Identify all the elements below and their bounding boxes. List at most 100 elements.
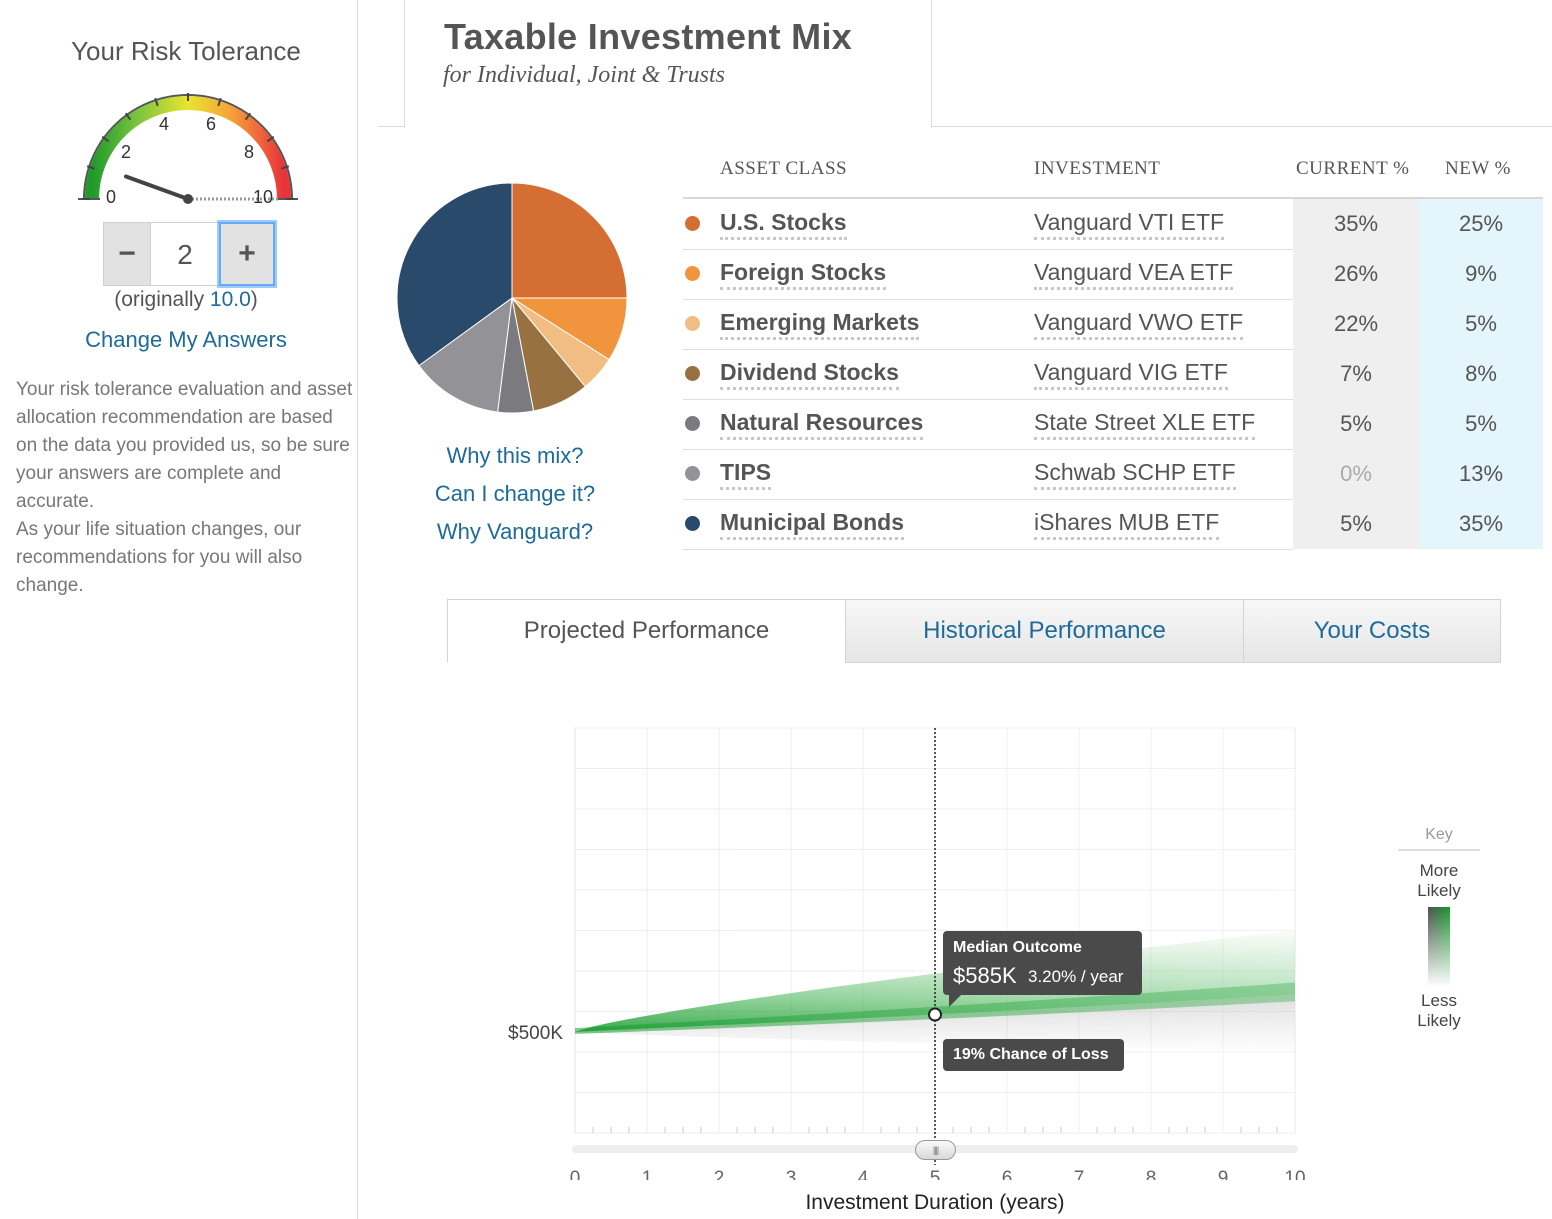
- gauge-tick-label: 8: [244, 142, 254, 162]
- new-percent: 8%: [1419, 349, 1543, 399]
- row-divider: [683, 349, 1293, 350]
- gauge-pivot: [183, 194, 193, 204]
- row-divider: [683, 499, 1293, 500]
- investment-name[interactable]: Vanguard VTI ETF: [1034, 209, 1225, 240]
- original-risk-value: 10.0: [209, 288, 251, 311]
- current-percent: 35%: [1293, 199, 1419, 249]
- asset-class-name[interactable]: Municipal Bonds: [720, 509, 904, 540]
- current-percent: 22%: [1293, 299, 1419, 349]
- row-divider: [683, 249, 1293, 250]
- table-row: Foreign Stocks Vanguard VEA ETF 26% 9%: [683, 249, 1543, 300]
- x-tick-label: 3: [786, 1168, 797, 1180]
- tab-historical-performance[interactable]: Historical Performance: [845, 599, 1244, 663]
- page-subtitle: for Individual, Joint & Trusts: [443, 62, 726, 88]
- gauge-tick-label: 2: [121, 142, 131, 162]
- pie-slice: [511, 182, 628, 299]
- investment-name[interactable]: Vanguard VIG ETF: [1034, 359, 1228, 390]
- header-tab: [404, 0, 932, 128]
- tab-projected-performance[interactable]: Projected Performance: [447, 599, 846, 663]
- investment-name[interactable]: State Street XLE ETF: [1034, 409, 1256, 440]
- tab-your-costs[interactable]: Your Costs: [1243, 599, 1501, 663]
- asset-color-dot: [685, 516, 700, 531]
- year-scrubber-handle[interactable]: ||||: [915, 1140, 956, 1160]
- gauge-needle: [123, 174, 190, 201]
- asset-color-dot: [685, 466, 700, 481]
- decrease-risk-button[interactable]: −: [103, 222, 151, 286]
- header-rule: [683, 197, 1543, 199]
- new-percent: 25%: [1419, 199, 1543, 249]
- x-tick-label: 7: [1074, 1168, 1085, 1180]
- risk-value[interactable]: 2: [151, 222, 219, 286]
- header-asset-class: ASSET CLASS: [720, 158, 848, 179]
- x-tick-label: 0: [570, 1168, 581, 1180]
- asset-color-dot: [685, 216, 700, 231]
- current-percent: 5%: [1293, 399, 1419, 449]
- projection-chart: $2.0M$1.8M$1.6M$1.4M$1.2M$1.0M$800K$600K…: [508, 727, 1306, 1180]
- original-risk-prefix: (originally: [114, 288, 210, 311]
- median-outcome-marker: [928, 1007, 942, 1022]
- median-outcome-title: Median Outcome: [953, 939, 1082, 956]
- gauge-tick-label: 4: [159, 114, 169, 134]
- gauge-tick: [244, 112, 252, 121]
- gauge-tick: [101, 135, 110, 143]
- increase-risk-button[interactable]: +: [217, 220, 277, 288]
- new-percent: 13%: [1419, 449, 1543, 499]
- investment-name[interactable]: Vanguard VEA ETF: [1034, 259, 1234, 290]
- asset-class-name[interactable]: Foreign Stocks: [720, 259, 887, 290]
- gauge-tick-label: 10: [253, 187, 273, 207]
- gauge-tick: [217, 97, 222, 107]
- tooltip-pointer: [949, 993, 963, 1007]
- risk-description: Your risk tolerance evaluation and asset…: [16, 379, 353, 596]
- risk-panel: Your Risk Tolerance 0 2 4 6 8 10 − 2 + (origi…: [0, 0, 358, 1219]
- investment-name[interactable]: Schwab SCHP ETF: [1034, 459, 1236, 490]
- table-row: Natural Resources State Street XLE ETF 5% 5…: [683, 399, 1543, 450]
- median-outcome-value: $585K: [953, 963, 1017, 988]
- asset-color-dot: [685, 316, 700, 331]
- gauge-tick: [280, 165, 290, 170]
- investment-name[interactable]: iShares MUB ETF: [1034, 509, 1220, 540]
- x-tick-label: 9: [1218, 1168, 1229, 1180]
- key-more-likely: More Likely: [1417, 861, 1461, 900]
- asset-class-name[interactable]: Natural Resources: [720, 409, 924, 440]
- gauge-tick: [86, 165, 96, 170]
- current-percent: 0%: [1293, 449, 1419, 499]
- original-risk-suffix: ): [250, 288, 258, 311]
- investment-name[interactable]: Vanguard VWO ETF: [1034, 309, 1244, 340]
- asset-class-name[interactable]: Dividend Stocks: [720, 359, 899, 390]
- asset-class-name[interactable]: TIPS: [720, 459, 772, 490]
- header-new-pct: NEW %: [1445, 158, 1511, 179]
- change-answers-link[interactable]: Change My Answers: [85, 327, 287, 352]
- why-vanguard-link[interactable]: Why Vanguard?: [436, 519, 594, 544]
- new-percent: 5%: [1419, 299, 1543, 349]
- asset-color-dot: [685, 416, 700, 431]
- asset-class-name[interactable]: Emerging Markets: [720, 309, 920, 340]
- new-percent: 5%: [1419, 399, 1543, 449]
- gauge-tick: [124, 112, 132, 121]
- x-tick-label: 6: [1002, 1168, 1013, 1180]
- header-divider: [932, 126, 1552, 127]
- performance-tabs: Projected Performance Historical Perform…: [447, 599, 1501, 663]
- pie-slice: [418, 296, 513, 413]
- median-outcome-tooltip: Median Outcome $585K 3.20% / year: [943, 931, 1142, 1007]
- asset-class-name[interactable]: U.S. Stocks: [720, 209, 847, 240]
- can-i-change-link[interactable]: Can I change it?: [434, 481, 596, 506]
- allocation-pie-chart: [396, 182, 628, 414]
- gauge-tick: [266, 135, 275, 143]
- likelihood-key: Key More Likely Less Likely: [1398, 826, 1480, 1031]
- why-this-mix-link[interactable]: Why this mix?: [446, 443, 584, 468]
- x-tick-label: 4: [858, 1168, 869, 1180]
- new-percent: 9%: [1419, 249, 1543, 299]
- pie-slice: [396, 182, 513, 367]
- key-gradient: [1428, 907, 1450, 987]
- table-row: Emerging Markets Vanguard VWO ETF 22% 5%: [683, 299, 1543, 350]
- x-tick-label: 10: [1284, 1168, 1305, 1180]
- table-row: TIPS Schwab SCHP ETF 0% 13%: [683, 449, 1543, 500]
- row-divider: [683, 549, 1293, 550]
- original-risk-note: (originally 10.0): [0, 288, 372, 312]
- table-row: U.S. Stocks Vanguard VTI ETF 35% 25%: [683, 199, 1543, 250]
- gauge-tick-label: 0: [106, 187, 116, 207]
- risk-stepper: − 2 +: [103, 220, 277, 288]
- gauge-tick-label: 6: [206, 114, 216, 134]
- median-outcome-rate: 3.20% / year: [1028, 967, 1124, 986]
- asset-color-dot: [685, 366, 700, 381]
